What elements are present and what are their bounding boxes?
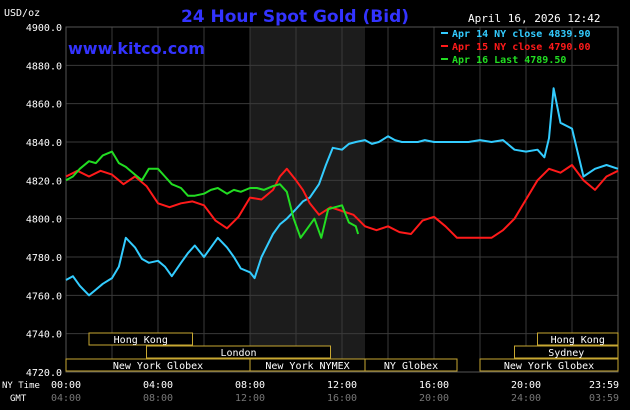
plot-border	[65, 26, 619, 373]
session-bar	[146, 345, 331, 359]
y-tick-label: 4880.0	[26, 61, 62, 72]
session-label: Hong Kong	[114, 335, 168, 346]
session-label: Sydney	[548, 348, 584, 359]
x-tick-label-gmt: 08:00	[143, 393, 173, 404]
market-sessions: Hong Kong Hong Kong London Sydney New York G…	[65, 332, 619, 372]
session-bar	[514, 345, 619, 359]
y-tick-label: 4720.0	[26, 368, 62, 379]
x-tick-label-ny: 23:59	[589, 380, 619, 391]
series-line-2	[65, 164, 619, 239]
x-tick-label-gmt: 16:00	[327, 393, 357, 404]
ny-time-label: NY Time	[2, 381, 40, 391]
x-tick-label-ny: 12:00	[327, 380, 357, 391]
chart-title: 24 Hour Spot Gold (Bid)	[181, 7, 409, 27]
session-bar	[88, 332, 193, 346]
x-tick-label-ny: 08:00	[235, 380, 265, 391]
legend-entry: Apr 16 Last 4789.50	[452, 55, 566, 66]
x-tick-label-ny: 16:00	[419, 380, 449, 391]
y-axis-label: USD/oz	[4, 8, 40, 19]
x-tick-label-ny: 20:00	[511, 380, 541, 391]
legend: Apr 14 NY close 4839.90 Apr 15 NY close 4…	[441, 29, 590, 66]
session-label: NY Globex	[384, 361, 438, 372]
y-tick-label: 4840.0	[26, 138, 62, 149]
x-tick-labels: 00:00 04:00 08:00 12:00 16:00 20:00 23:59 04:00…	[51, 380, 619, 404]
y-tick-label: 4800.0	[26, 215, 62, 226]
y-tick-label: 4760.0	[26, 291, 62, 302]
session-label: New York Globex	[113, 361, 203, 372]
x-tick-label-gmt: 03:59	[589, 393, 619, 404]
legend-entry: Apr 15 NY close 4790.00	[452, 42, 590, 53]
x-tick-label-gmt: 12:00	[235, 393, 265, 404]
y-tick-label: 4900.0	[26, 23, 62, 34]
y-tick-label: 4780.0	[26, 253, 62, 264]
series-line-3	[65, 150, 360, 239]
grid-lines	[65, 26, 619, 373]
x-tick-label-gmt: 04:00	[51, 393, 81, 404]
session-bar	[479, 358, 619, 372]
y-tick-label: 4860.0	[26, 100, 62, 111]
y-tick-labels: 4720.0 4740.0 4760.0 4780.0 4800.0 4820.0 4840…	[26, 23, 62, 379]
datetime-label: April 16, 2026 12:42	[468, 12, 600, 25]
session-label: New York Globex	[504, 361, 594, 372]
x-tick-label-gmt: 24:00	[511, 393, 541, 404]
x-tick-label-ny: 04:00	[143, 380, 173, 391]
y-tick-label: 4740.0	[26, 330, 62, 341]
y-tick-label: 4820.0	[26, 176, 62, 187]
gmt-label: GMT	[10, 394, 27, 404]
series-line-1	[65, 87, 619, 297]
legend-entry: Apr 14 NY close 4839.90	[452, 29, 590, 40]
session-bar	[364, 358, 458, 372]
session-label: London	[220, 348, 256, 359]
website-label: www.kitco.com	[68, 39, 205, 58]
session-bar	[537, 332, 619, 346]
x-tick-label-gmt: 20:00	[419, 393, 449, 404]
series-lines	[65, 87, 619, 297]
session-label: Hong Kong	[551, 335, 605, 346]
x-tick-label-ny: 00:00	[51, 380, 81, 391]
session-label: New York NYMEX	[265, 361, 349, 372]
